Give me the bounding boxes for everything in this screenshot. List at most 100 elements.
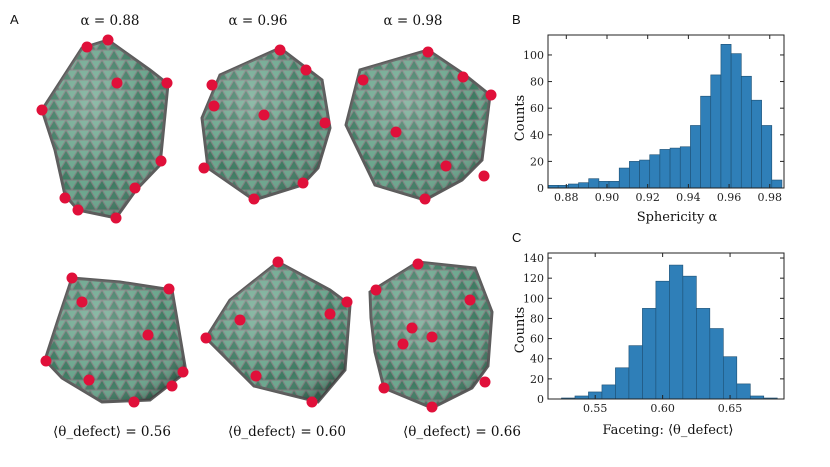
sphericity-bar-3 [578,182,589,189]
caption-theta-3: ⟨θ_defect⟩ = 0.66 [403,424,521,440]
defect-marker [426,331,438,343]
defect-marker [111,77,123,89]
sphericity-frame [547,34,785,189]
defect-marker [422,46,434,58]
defect-marker [300,64,312,76]
defect-marker [40,355,52,367]
defect-marker [177,366,189,378]
defect-marker [83,374,95,386]
panel-label-b: B [512,12,521,27]
defect-marker [76,296,88,308]
y-axis-label-counts: Counts [513,95,528,141]
sphericity-ytick-label: 60 [530,102,544,115]
defect-marker [406,322,418,334]
defect-marker [457,71,469,83]
faceting-xtick-label: 0.60 [650,402,675,415]
sphericity-bar-2 [568,183,579,189]
sphericity-ytick-label: 80 [530,76,544,89]
vesicle-theta-056 [40,272,189,408]
faceting-ytick-label: 20 [530,373,544,386]
defect-marker [206,79,218,91]
faceting-bar-3 [601,384,616,400]
caption-alpha-2: α = 0.96 [228,13,287,29]
vesicle-alpha-096 [198,44,332,205]
defect-marker [248,193,260,205]
vesicle-theta-060 [200,256,353,408]
defect-marker [128,396,140,408]
sphericity-bar-13 [679,146,691,189]
sphericity-bar-14 [690,125,701,189]
sphericity-bar-7 [618,167,630,189]
x-axis-label-sphericity: Sphericity α [637,210,718,225]
sphericity-bar-15 [700,95,712,189]
defect-marker [378,382,390,394]
defect-marker [66,272,78,284]
defect-marker [464,294,476,306]
sphericity-bar-6 [608,181,620,189]
defect-marker [142,329,154,341]
vesicle-alpha-088 [36,34,173,224]
faceting-bar-9 [682,275,697,400]
defect-marker [390,126,402,138]
defect-marker [341,296,353,308]
defect-marker [397,338,409,350]
faceting-xtick-label: 0.65 [718,402,743,415]
defect-marker [426,401,438,413]
sphericity-xtick-label: 0.92 [635,191,660,204]
faceting-ytick-label: 0 [537,393,544,406]
defect-marker [297,177,309,189]
vesicle-alpha-098 [344,46,497,205]
faceting-bar-5 [628,345,643,400]
caption-alpha-1: α = 0.88 [80,13,139,29]
sphericity-xtick-label: 0.96 [717,191,742,204]
faceting-bar-4 [615,367,630,400]
defect-marker [198,162,210,174]
faceting-ytick-label: 80 [530,312,544,325]
sphericity-bar-11 [659,149,671,189]
defect-marker [485,89,497,101]
faceting-xtick-label: 0.55 [583,402,608,415]
defect-marker [272,256,284,268]
faceting-ytick-label: 60 [530,333,544,346]
sphericity-bar-18 [730,53,742,189]
defect-marker [440,160,452,172]
defect-marker [258,109,270,121]
defect-marker [129,182,141,194]
defect-marker [412,258,424,270]
faceting-bar-7 [655,280,670,400]
sphericity-ytick-label: 40 [530,129,544,142]
defect-marker [250,370,262,382]
histogram-sphericity: 0.88 0.90 0.92 0.94 0.96 0.98 0 20 40 60 80 100 Sph… [513,34,785,225]
defect-marker [357,74,369,86]
defect-marker [36,104,48,116]
caption-theta-1: ⟨θ_defect⟩ = 0.56 [53,424,171,440]
faceting-frame [547,252,785,400]
faceting-bar-11 [709,328,724,400]
sphericity-bar-5 [598,181,610,189]
defect-marker [370,284,382,296]
histogram-faceting: 0.55 0.60 0.65 0 20 40 60 80 100 120 140 Faceting:… [513,252,785,438]
sphericity-bar-22 [771,179,783,189]
defect-marker [478,170,490,182]
y-axis-label-counts: Counts [513,307,528,353]
sphericity-bar-12 [669,147,681,189]
defect-marker [200,332,212,344]
defect-marker [324,308,336,320]
sphericity-bar-4 [588,178,600,189]
faceting-ytick-label: 100 [523,292,544,305]
defect-marker [72,204,84,216]
caption-alpha-3: α = 0.98 [383,13,442,29]
faceting-bar-13 [736,383,751,400]
faceting-bar-6 [642,308,657,400]
defect-marker [163,283,175,295]
sphericity-xtick-label: 0.94 [676,191,701,204]
faceting-ytick-label: 120 [523,272,544,285]
sphericity-bar-20 [751,99,762,189]
defect-marker [102,34,114,46]
faceting-ytick-label: 40 [530,353,544,366]
faceting-bar-12 [723,356,738,400]
sphericity-xtick-label: 0.88 [554,191,579,204]
vesicle-theta-066 [368,258,494,413]
defect-marker [274,44,286,56]
